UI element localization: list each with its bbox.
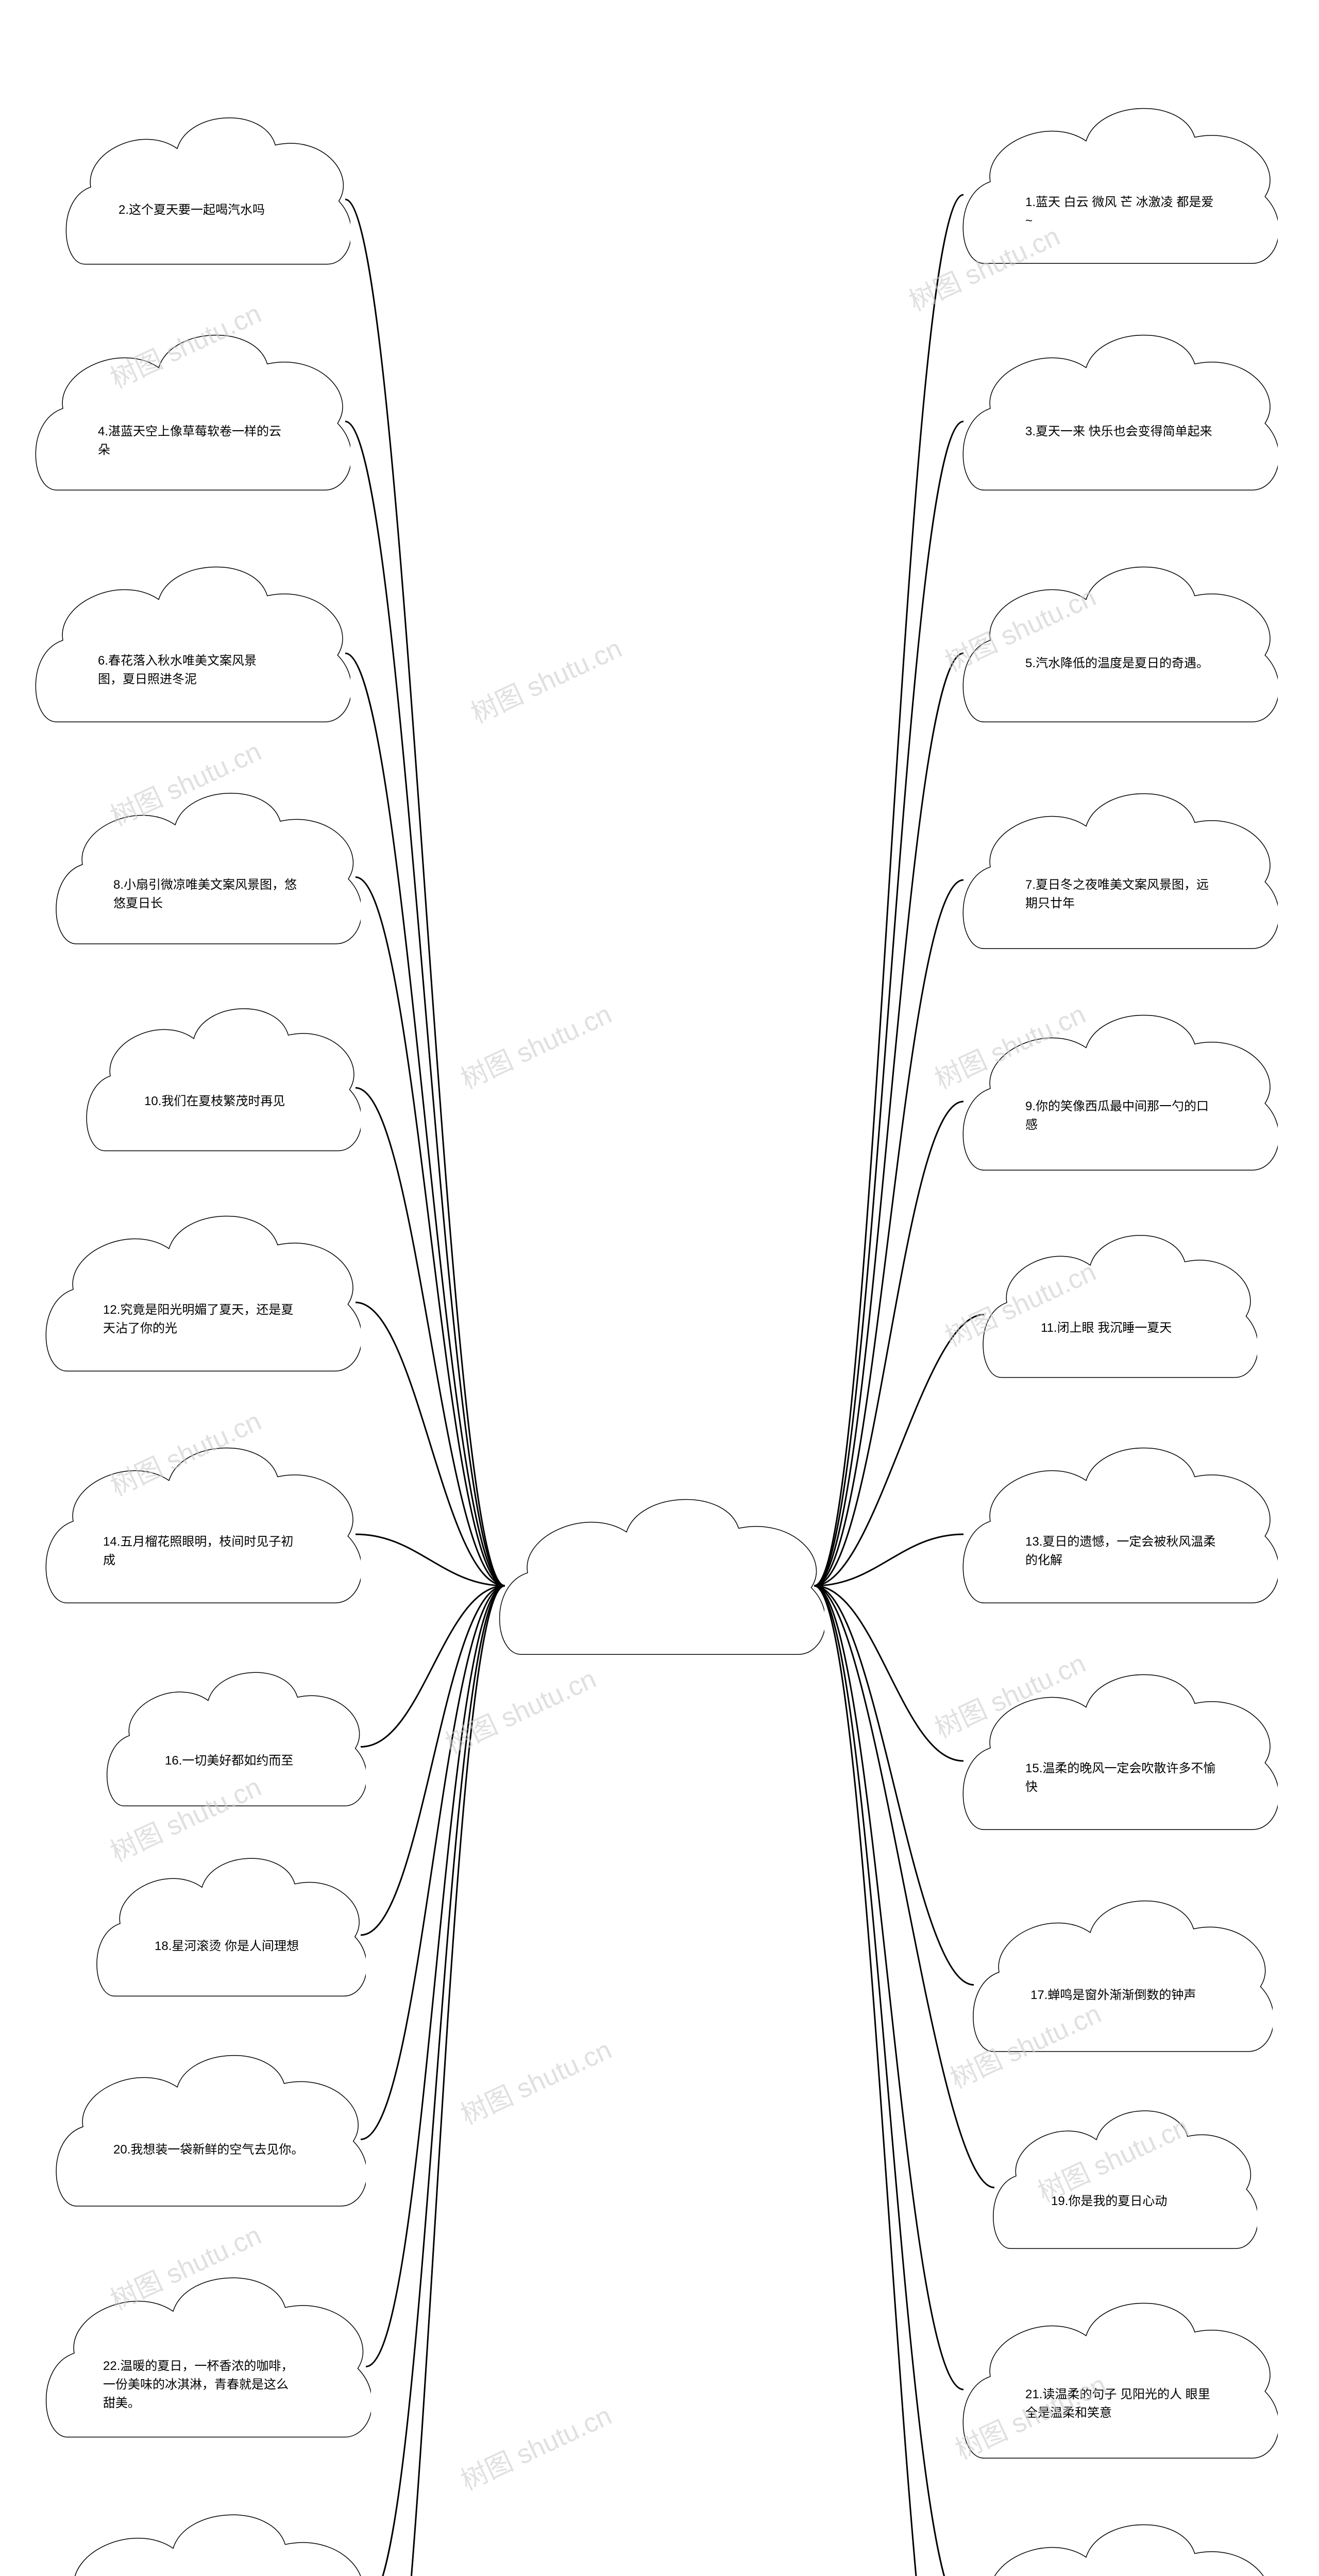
connector-l6 <box>345 653 505 1586</box>
cloud-node-l6 <box>31 551 350 737</box>
watermark: 树图 shutu.cn <box>464 627 627 731</box>
cloud-node-l14 <box>41 1432 361 1618</box>
connector-r25 <box>814 1586 963 2576</box>
cloud-text-l20: 20.我想装一袋新鲜的空气去见你。 <box>113 2141 309 2159</box>
cloud-text-r11: 11.闭上眼 我沉睡一夏天 <box>1041 1319 1216 1337</box>
connector-l14 <box>356 1534 505 1586</box>
cloud-node-l24 <box>41 2499 371 2576</box>
watermark: 树图 shutu.cn <box>453 993 617 1096</box>
watermark: 树图 shutu.cn <box>438 1657 601 1761</box>
cloud-node-l10 <box>82 994 361 1164</box>
connector-l16 <box>361 1586 505 1747</box>
cloud-node-l20 <box>52 2040 366 2221</box>
cloud-text-r15: 15.温柔的晚风一定会吹散许多不愉快 <box>1025 1759 1216 1797</box>
connector-l8 <box>356 877 505 1586</box>
connector-r15 <box>814 1586 963 1761</box>
cloud-node-r17 <box>969 1886 1273 2066</box>
cloud-text-l2: 2.这个夏天要一起喝汽水吗 <box>119 201 304 219</box>
watermark: 树图 shutu.cn <box>453 2028 617 2132</box>
connector-l4 <box>345 421 505 1586</box>
cloud-text-l22: 22.温暖的夏日，一杯香浓的咖啡，一份美味的冰淇淋，青春就是这么甜美。 <box>103 2357 299 2413</box>
cloud-text-l16: 16.一切美好都如约而至 <box>165 1752 330 1770</box>
cloud-text-l6: 6.春花落入秋水唯美文案风景图，夏日照进冬泥 <box>98 652 268 689</box>
cloud-node-l18 <box>93 1844 366 2009</box>
cloud-text-r13: 13.夏日的遗憾，一定会被秋风温柔的化解 <box>1025 1533 1216 1570</box>
connector-l2 <box>345 199 505 1586</box>
connector-l20 <box>361 1586 505 2140</box>
connector-l18 <box>361 1586 505 1935</box>
cloud-node-l4 <box>31 319 350 505</box>
connector-l26 <box>366 1586 505 2576</box>
cloud-node-r9 <box>958 999 1278 1185</box>
cloud-text-r1: 1.蓝天 白云 微风 芒 冰激凌 都是爱~ <box>1025 193 1216 230</box>
connector-r3 <box>814 421 963 1586</box>
cloud-node-r11 <box>979 1221 1257 1391</box>
connector-r7 <box>814 880 963 1586</box>
connector-r17 <box>814 1586 974 1985</box>
cloud-text-r19: 19.你是我的夏日心动 <box>1051 2192 1216 2211</box>
cloud-text-l12: 12.究竟是阳光明媚了夏天，还是夏天沾了你的光 <box>103 1301 294 1338</box>
cloud-node-r7 <box>958 778 1278 963</box>
cloud-text-r3: 3.夏天一来 快乐也会变得简单起来 <box>1025 422 1216 441</box>
cloud-text-r5: 5.汽水降低的温度是夏日的奇遇。 <box>1025 654 1216 673</box>
cloud-text-r17: 17.蝉鸣是窗外渐渐倒数的钟声 <box>1030 1986 1216 2005</box>
cloud-node-r1 <box>958 93 1278 278</box>
cloud-text-l8: 8.小扇引微凉唯美文案风景图，悠悠夏日长 <box>113 876 304 913</box>
cloud-node-l2 <box>62 103 350 278</box>
cloud-text-r9: 9.你的笑像西瓜最中间那一勺的口感 <box>1025 1097 1216 1134</box>
connector-l22 <box>366 1586 505 2367</box>
cloud-node-r3 <box>958 319 1278 505</box>
cloud-node-r19 <box>989 2097 1257 2262</box>
cloud-node-r21 <box>958 2287 1278 2473</box>
cloud-node-l16 <box>103 1659 366 1819</box>
connector-r21 <box>814 1586 963 2389</box>
cloud-text-l14: 14.五月榴花照眼明，枝间时见子初成 <box>103 1533 294 1570</box>
cloud-text-l4: 4.湛蓝天空上像草莓软卷一样的云朵 <box>98 422 289 460</box>
connector-l24 <box>366 1586 505 2576</box>
cloud-node-r23 <box>958 2509 1278 2576</box>
cloud-text-r21: 21.读温柔的句子 见阳光的人 眼里全是温柔和笑意 <box>1025 2385 1216 2422</box>
connector-r5 <box>814 653 963 1586</box>
connector-r1 <box>814 195 963 1586</box>
connector-r23 <box>814 1586 963 2576</box>
connector-l12 <box>356 1302 505 1586</box>
watermark: 树图 shutu.cn <box>453 2394 617 2498</box>
connector-r13 <box>814 1534 963 1586</box>
cloud-text-r7: 7.夏日冬之夜唯美文案风景图，远期只廿年 <box>1025 876 1216 913</box>
cloud-node-l12 <box>41 1200 361 1386</box>
cloud-text-l18: 18.星河滚烫 你是人间理想 <box>155 1937 330 1956</box>
cloud-node-l8 <box>52 778 361 958</box>
cloud-node-r5 <box>958 551 1278 737</box>
cloud-text-l10: 10.我们在夏枝繁茂时再见 <box>144 1092 319 1111</box>
connector-r9 <box>814 1101 963 1586</box>
mindmap-canvas: 2.这个夏天要一起喝汽水吗 4.湛蓝天空上像草莓软卷一样的云朵 6.春花落入秋水唯美… <box>0 0 1319 2576</box>
cloud-node-r15 <box>958 1659 1278 1844</box>
connector-l10 <box>356 1088 505 1586</box>
center-node <box>495 1484 824 1669</box>
cloud-node-r13 <box>958 1432 1278 1618</box>
